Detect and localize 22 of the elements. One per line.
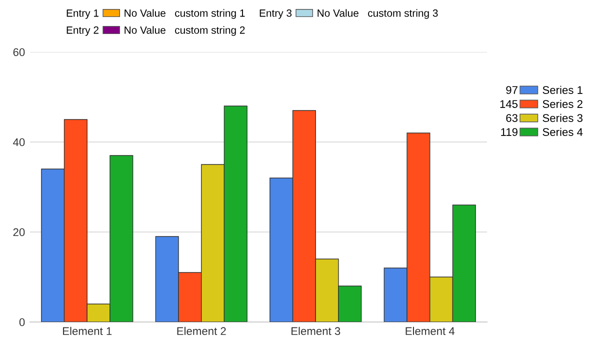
text: 63 bbox=[506, 114, 518, 122]
x-tick-label: Element 3 bbox=[292, 326, 340, 336]
legend-label: No Value custom string 1 bbox=[124, 9, 245, 19]
text: 97 bbox=[506, 86, 518, 94]
x-tick-label: Element 1 bbox=[63, 326, 112, 336]
y-tick-label: 0 bbox=[19, 318, 25, 326]
text: Entry 3 bbox=[260, 9, 292, 19]
legend-label: No Value custom string 3 bbox=[318, 9, 438, 19]
y-tick-label: 20 bbox=[13, 228, 25, 236]
legend-label: Series 3 bbox=[542, 114, 582, 122]
y-tick-label: 60 bbox=[13, 48, 25, 56]
text: Entry 1 bbox=[66, 10, 98, 19]
text: 119 bbox=[501, 128, 518, 136]
text: 145 bbox=[500, 100, 518, 108]
text: Entry 2 bbox=[66, 26, 98, 36]
legend-label: No Value custom string 2 bbox=[124, 26, 245, 36]
y-tick-label: 40 bbox=[13, 138, 25, 146]
legend-label: Series 4 bbox=[542, 128, 583, 136]
x-tick-label: Element 4 bbox=[406, 326, 455, 336]
legend-label: Series 2 bbox=[542, 100, 582, 108]
legend-label: Series 1 bbox=[542, 86, 582, 94]
x-tick-label: Element 2 bbox=[177, 326, 226, 336]
